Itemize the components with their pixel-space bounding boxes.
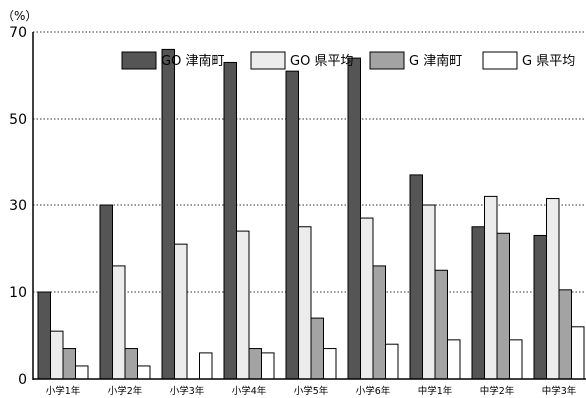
y-tick-label: 70 xyxy=(9,25,27,41)
bar xyxy=(75,365,89,380)
bar xyxy=(50,330,64,380)
bar xyxy=(385,343,399,380)
x-tick-label: 小学5年 xyxy=(294,385,329,397)
bar xyxy=(248,348,262,380)
legend-swatch xyxy=(250,51,286,70)
bar xyxy=(137,365,151,380)
legend-swatch xyxy=(121,51,157,70)
bar xyxy=(546,198,560,380)
bar xyxy=(199,352,213,380)
bar xyxy=(509,339,523,380)
legend-label: GO 津南町 xyxy=(161,53,224,69)
bar xyxy=(533,234,547,380)
legend-swatch xyxy=(482,51,518,70)
x-tick-labels: 小学1年 小学2年 小学3年 小学4年 小学5年 小学6年 中学1年 中学2年 … xyxy=(46,385,577,397)
bar xyxy=(37,291,51,380)
x-tick-label: 小学3年 xyxy=(170,385,205,397)
x-tick-label: 小学6年 xyxy=(356,385,391,397)
bars xyxy=(37,48,585,380)
y-tick-labels: 0 10 30 50 70 xyxy=(9,25,27,388)
bar xyxy=(360,217,374,380)
bar xyxy=(434,269,448,380)
bar xyxy=(558,289,572,380)
bar xyxy=(471,226,485,380)
bar xyxy=(99,204,113,380)
x-tick-label: 小学1年 xyxy=(46,385,81,397)
x-tick-label: 小学2年 xyxy=(108,385,143,397)
bar xyxy=(571,326,585,380)
x-tick-label: 中学3年 xyxy=(542,385,577,397)
y-tick-label: 30 xyxy=(9,198,27,214)
bar xyxy=(422,204,436,380)
bar xyxy=(409,174,423,380)
bar xyxy=(62,348,76,380)
x-tick-label: 中学1年 xyxy=(418,385,453,397)
bar xyxy=(161,48,175,380)
bar xyxy=(484,195,498,380)
bar xyxy=(372,265,386,380)
legend-swatch xyxy=(369,51,405,70)
bar xyxy=(174,243,188,380)
bar xyxy=(298,226,312,380)
bar xyxy=(261,352,275,380)
bar xyxy=(310,317,324,380)
bar xyxy=(496,232,510,380)
bar xyxy=(347,57,361,380)
bar xyxy=(112,265,126,380)
y-tick-label: 10 xyxy=(9,285,27,301)
bar xyxy=(285,70,299,380)
bar xyxy=(236,230,250,380)
bar xyxy=(447,339,461,380)
legend-label: G 県平均 xyxy=(522,54,575,69)
legend-label: G 津南町 xyxy=(409,53,462,69)
legend: GO 津南町 GO 県平均 G 津南町 G 県平均 xyxy=(121,51,575,70)
y-tick-label: 0 xyxy=(18,372,27,388)
legend-label: GO 県平均 xyxy=(290,54,353,69)
x-tick-label: 小学4年 xyxy=(232,385,267,397)
bar xyxy=(223,61,237,380)
y-unit-label: （%） xyxy=(2,9,37,23)
bar xyxy=(124,348,138,380)
y-tick-label: 50 xyxy=(9,112,27,128)
bar xyxy=(323,348,337,380)
x-tick-label: 中学2年 xyxy=(480,385,515,397)
